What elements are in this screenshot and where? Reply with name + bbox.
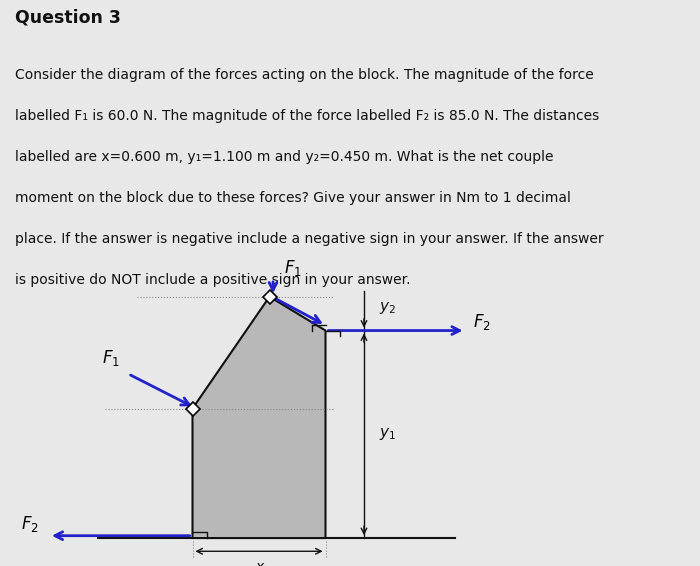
Text: moment on the block due to these forces? Give your answer in Nm to 1 decimal: moment on the block due to these forces?…	[15, 191, 571, 205]
Polygon shape	[193, 297, 326, 538]
Text: labelled F₁ is 60.0 N. The magnitude of the force labelled F₂ is 85.0 N. The dis: labelled F₁ is 60.0 N. The magnitude of …	[15, 109, 600, 123]
Text: Consider the diagram of the forces acting on the block. The magnitude of the for: Consider the diagram of the forces actin…	[15, 68, 594, 82]
Text: $y_2$: $y_2$	[379, 300, 396, 316]
Text: x: x	[255, 560, 263, 566]
Text: place. If the answer is negative include a negative sign in your answer. If the : place. If the answer is negative include…	[15, 232, 604, 246]
Text: $F_1$: $F_1$	[102, 348, 120, 368]
Text: is positive do NOT include a positive sign in your answer.: is positive do NOT include a positive si…	[15, 273, 411, 287]
Text: $F_1$: $F_1$	[284, 258, 302, 277]
Text: Question 3: Question 3	[15, 8, 121, 27]
Text: $F_2$: $F_2$	[473, 312, 490, 332]
Text: labelled are x=0.600 m, y₁=1.100 m and y₂=0.450 m. What is the net couple: labelled are x=0.600 m, y₁=1.100 m and y…	[15, 150, 554, 164]
Text: $F_2$: $F_2$	[21, 514, 38, 534]
Text: $y_1$: $y_1$	[379, 426, 396, 442]
